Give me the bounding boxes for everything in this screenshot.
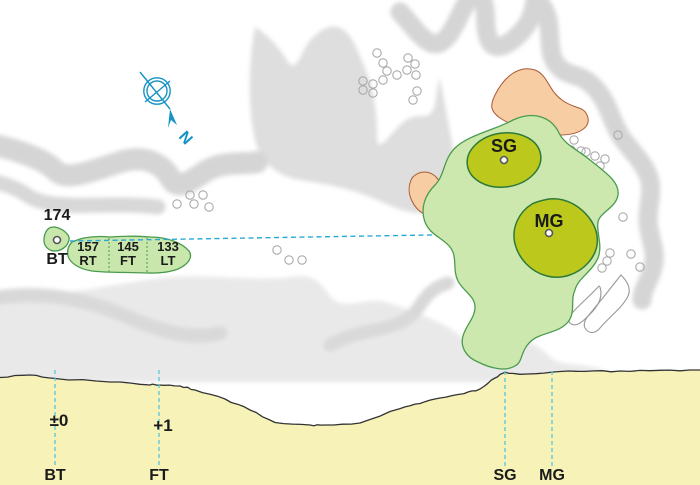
svg-text:FT: FT: [120, 253, 136, 268]
svg-text:SG: SG: [493, 467, 516, 484]
svg-text:N: N: [175, 128, 195, 148]
svg-text:SG: SG: [491, 136, 517, 156]
svg-text:RT: RT: [79, 253, 96, 268]
svg-text:FT: FT: [149, 467, 169, 484]
svg-text:157: 157: [77, 239, 99, 254]
svg-text:±0: ±0: [50, 411, 69, 430]
svg-text:MG: MG: [539, 467, 565, 484]
svg-text:145: 145: [117, 239, 139, 254]
svg-text:133: 133: [157, 239, 179, 254]
svg-text:LT: LT: [161, 253, 176, 268]
svg-text:174: 174: [44, 207, 71, 224]
svg-text:BT: BT: [46, 251, 68, 268]
svg-text:+1: +1: [153, 416, 172, 435]
svg-text:MG: MG: [535, 211, 564, 231]
svg-text:BT: BT: [44, 467, 66, 484]
